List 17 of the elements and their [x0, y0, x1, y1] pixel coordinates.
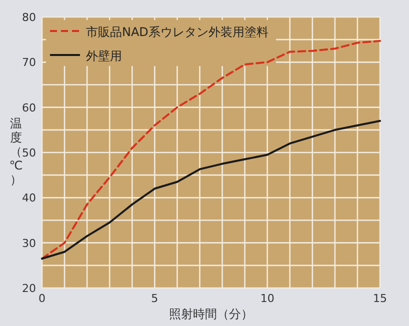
y-tick-label: 30 [22, 236, 36, 250]
y-tick-label: 20 [22, 282, 36, 295]
line-series [41, 120, 381, 260]
y-tick-label: 60 [22, 101, 36, 114]
y-tick-label: 80 [22, 11, 36, 24]
legend-label: 外壁用 [86, 49, 122, 63]
x-tick-label: 5 [151, 292, 158, 305]
y-tick-label: 70 [22, 56, 36, 70]
x-tick-label: 0 [38, 292, 46, 305]
y-tick-label: 50 [22, 146, 36, 160]
line-series [41, 40, 381, 260]
y-axis-title: 温度（℃） [9, 116, 23, 186]
y-tick-label: 40 [22, 192, 36, 205]
legend-label: 市販品NAD系ウレタン外装用塗料 [86, 25, 268, 39]
x-tick-label: 10 [260, 292, 274, 305]
x-tick-label: 15 [373, 292, 387, 305]
x-axis-title: 照射時間（分） [169, 307, 253, 321]
